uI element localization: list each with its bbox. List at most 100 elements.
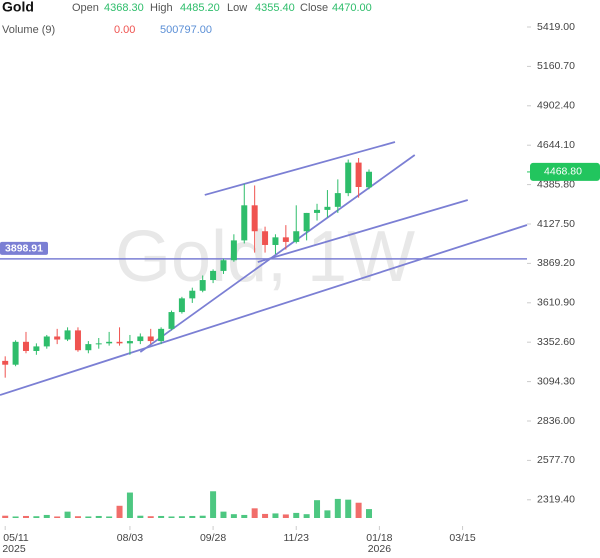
- year-label: 2025: [2, 543, 26, 555]
- y-tick-label: 3094.30: [537, 375, 575, 387]
- volume-bar: [220, 511, 227, 518]
- candle-body: [334, 193, 341, 207]
- volume-bar: [43, 514, 50, 518]
- volume-bar: [366, 509, 373, 518]
- y-tick-label: 3352.60: [537, 336, 575, 348]
- candle-body: [137, 336, 144, 342]
- candle-body: [64, 330, 71, 340]
- volume-bar: [189, 515, 196, 518]
- volume-bar: [147, 516, 154, 518]
- candle-body: [158, 328, 165, 342]
- volume-bar: [158, 515, 165, 518]
- candle-body: [303, 212, 310, 232]
- y-tick-label: 2836.00: [537, 415, 575, 427]
- candle-body: [251, 205, 258, 232]
- candle-body: [116, 341, 123, 344]
- volume-bar: [22, 515, 29, 518]
- candle-body: [220, 260, 227, 271]
- volume-legend-value: 0.00: [114, 24, 135, 36]
- volume-bar: [116, 505, 123, 518]
- volume-bar: [85, 516, 92, 518]
- x-tick-label: 01/18: [366, 532, 392, 544]
- volume-bar: [230, 514, 237, 518]
- year-label: 2026: [368, 543, 392, 555]
- x-tick-label: 11/23: [283, 532, 309, 544]
- volume-bar: [262, 513, 269, 518]
- last-price-label: 4468.80: [544, 166, 582, 178]
- volume-bar: [303, 514, 310, 518]
- volume-bar: [54, 516, 61, 518]
- y-tick-label: 4902.40: [537, 100, 575, 112]
- x-tick-label: 09/28: [200, 532, 226, 544]
- x-tick-label: 08/03: [117, 532, 143, 544]
- candle-body: [366, 171, 373, 188]
- candle-body: [345, 162, 352, 194]
- candle-body: [126, 341, 133, 344]
- candle-body: [178, 298, 185, 313]
- last-price-badge: [530, 162, 600, 181]
- legend-value: 4355.40: [255, 2, 295, 14]
- chart-title: Gold: [2, 0, 34, 15]
- x-tick-label: 03/15: [449, 532, 475, 544]
- y-tick-label: 5160.70: [537, 60, 575, 72]
- volume-bar: [210, 491, 217, 518]
- candle-body: [33, 346, 40, 351]
- volume-bar: [168, 516, 175, 518]
- candle-body: [168, 312, 175, 329]
- candle-body: [54, 336, 61, 340]
- y-tick-label: 4127.50: [537, 218, 575, 230]
- x-tick-label: 05/11: [3, 532, 29, 544]
- volume-bar: [12, 516, 19, 518]
- legend-label: Close: [300, 2, 328, 14]
- candle-body: [355, 162, 362, 188]
- candle-body: [43, 336, 50, 347]
- y-tick-label: 2577.70: [537, 454, 575, 466]
- volume-bar: [33, 516, 40, 518]
- legend-value: 4368.30: [104, 2, 144, 14]
- candle-body: [241, 205, 248, 241]
- volume-bar: [2, 515, 9, 518]
- trend-line: [257, 199, 469, 263]
- price-line-label: 3898.91: [5, 243, 43, 255]
- candle-body: [324, 206, 331, 210]
- volume-bar: [126, 492, 133, 518]
- volume-legend-value: 500797.00: [160, 24, 212, 36]
- volume-bar: [345, 499, 352, 518]
- legend-label: High: [150, 2, 173, 14]
- y-tick-label: 2319.40: [537, 494, 575, 506]
- candle-body: [147, 336, 154, 342]
- candle-body: [85, 344, 92, 351]
- volume-bar: [74, 516, 81, 518]
- trend-line: [0, 224, 528, 396]
- candle-body: [282, 237, 289, 242]
- volume-bar: [241, 514, 248, 518]
- candle-body: [230, 240, 237, 261]
- volume-bar: [64, 511, 71, 518]
- candle-body: [2, 360, 9, 365]
- candle-body: [314, 209, 321, 213]
- y-tick-label: 4644.10: [537, 139, 575, 151]
- volume-bar: [314, 500, 321, 518]
- volume-legend-label: Volume (9): [2, 24, 55, 36]
- volume-bar: [137, 515, 144, 518]
- volume-bar: [272, 513, 279, 518]
- legend-label: Open: [72, 2, 99, 14]
- legend-value: 4485.20: [180, 2, 220, 14]
- volume-bar: [324, 510, 331, 518]
- volume-bar: [95, 515, 102, 518]
- candle-body: [95, 343, 102, 345]
- candle-body: [22, 341, 29, 351]
- candle-body: [106, 341, 113, 344]
- volume-bar: [293, 512, 300, 518]
- candle-body: [210, 270, 217, 281]
- y-tick-label: 3610.90: [537, 297, 575, 309]
- volume-bar: [251, 508, 258, 518]
- y-tick-label: 3869.20: [537, 257, 575, 269]
- volume-bar: [199, 515, 206, 518]
- volume-bar: [334, 498, 341, 518]
- candle-body: [74, 330, 81, 351]
- candle-body: [199, 280, 206, 291]
- candle-body: [189, 290, 196, 299]
- price-line-badge: [0, 241, 48, 255]
